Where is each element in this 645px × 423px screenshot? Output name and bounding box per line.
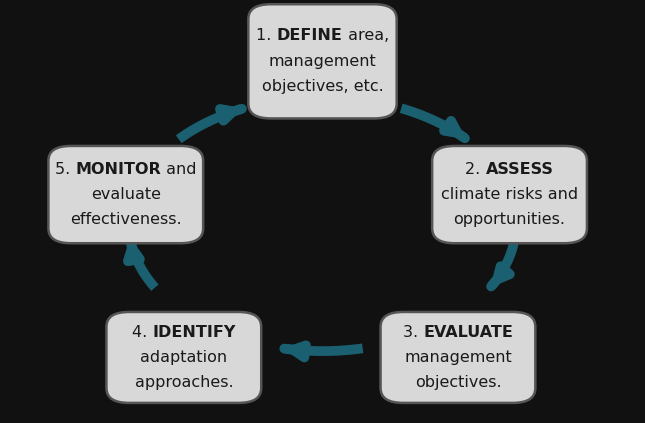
Text: evaluate: evaluate xyxy=(91,187,161,202)
Text: objectives.: objectives. xyxy=(415,375,501,390)
Text: opportunities.: opportunities. xyxy=(453,212,566,228)
Text: objectives, etc.: objectives, etc. xyxy=(262,79,383,94)
Text: adaptation: adaptation xyxy=(140,350,228,365)
Text: 2.: 2. xyxy=(466,162,486,177)
Text: climate risks and: climate risks and xyxy=(441,187,578,202)
Text: DEFINE: DEFINE xyxy=(277,28,342,44)
Text: EVALUATE: EVALUATE xyxy=(423,324,513,340)
Text: 1.: 1. xyxy=(256,28,277,44)
Text: management: management xyxy=(268,54,377,69)
Text: IDENTIFY: IDENTIFY xyxy=(152,324,235,340)
Text: 5.: 5. xyxy=(55,162,75,177)
Text: effectiveness.: effectiveness. xyxy=(70,212,182,228)
Text: management: management xyxy=(404,350,512,365)
Text: MONITOR: MONITOR xyxy=(75,162,161,177)
Text: approaches.: approaches. xyxy=(135,375,233,390)
FancyBboxPatch shape xyxy=(48,146,203,243)
FancyBboxPatch shape xyxy=(432,146,587,243)
FancyBboxPatch shape xyxy=(248,4,397,118)
Text: area,: area, xyxy=(342,28,389,44)
Text: ASSESS: ASSESS xyxy=(486,162,553,177)
Text: 3.: 3. xyxy=(403,324,423,340)
FancyBboxPatch shape xyxy=(106,312,261,403)
Text: 4.: 4. xyxy=(132,324,152,340)
FancyBboxPatch shape xyxy=(381,312,535,403)
Text: and: and xyxy=(161,162,197,177)
